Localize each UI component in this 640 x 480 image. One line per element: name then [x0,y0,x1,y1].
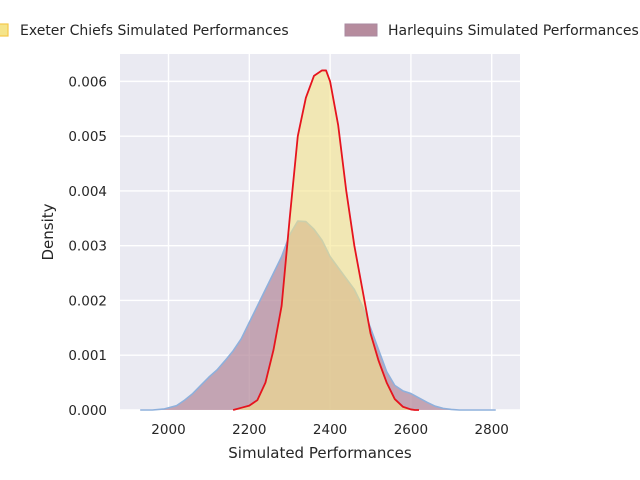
y-tick-label: 0.003 [68,239,107,255]
series-area-0 [233,70,419,410]
y-tick-label: 0.002 [68,293,107,309]
x-tick-label: 2200 [232,422,266,438]
x-tick-label: 2000 [151,422,185,438]
legend-label-harlequins: Harlequins Simulated Performances [388,23,639,39]
legend-label-exeter: Exeter Chiefs Simulated Performances [20,23,289,39]
x-axis-ticks: 2000 2200 2400 2600 2800 [151,422,509,438]
legend: Exeter Chiefs Simulated Performances Har… [0,23,639,39]
legend-swatch-exeter [0,23,9,37]
series-line-0 [232,69,419,411]
series-layer [140,69,496,411]
x-tick-label: 2800 [475,422,509,438]
x-tick-label: 2400 [313,422,347,438]
y-axis-title: Density [39,203,57,260]
y-axis-ticks: 0.000 0.001 0.002 0.003 0.004 0.005 0.006 [68,74,107,419]
legend-swatch-harlequins [344,23,378,37]
x-axis-title: Simulated Performances [228,444,412,462]
y-tick-label: 0.006 [68,74,107,90]
y-tick-label: 0.004 [68,184,107,200]
y-tick-label: 0.001 [68,348,107,364]
y-tick-label: 0.000 [68,403,107,419]
y-tick-label: 0.005 [68,129,107,145]
x-tick-label: 2600 [394,422,428,438]
